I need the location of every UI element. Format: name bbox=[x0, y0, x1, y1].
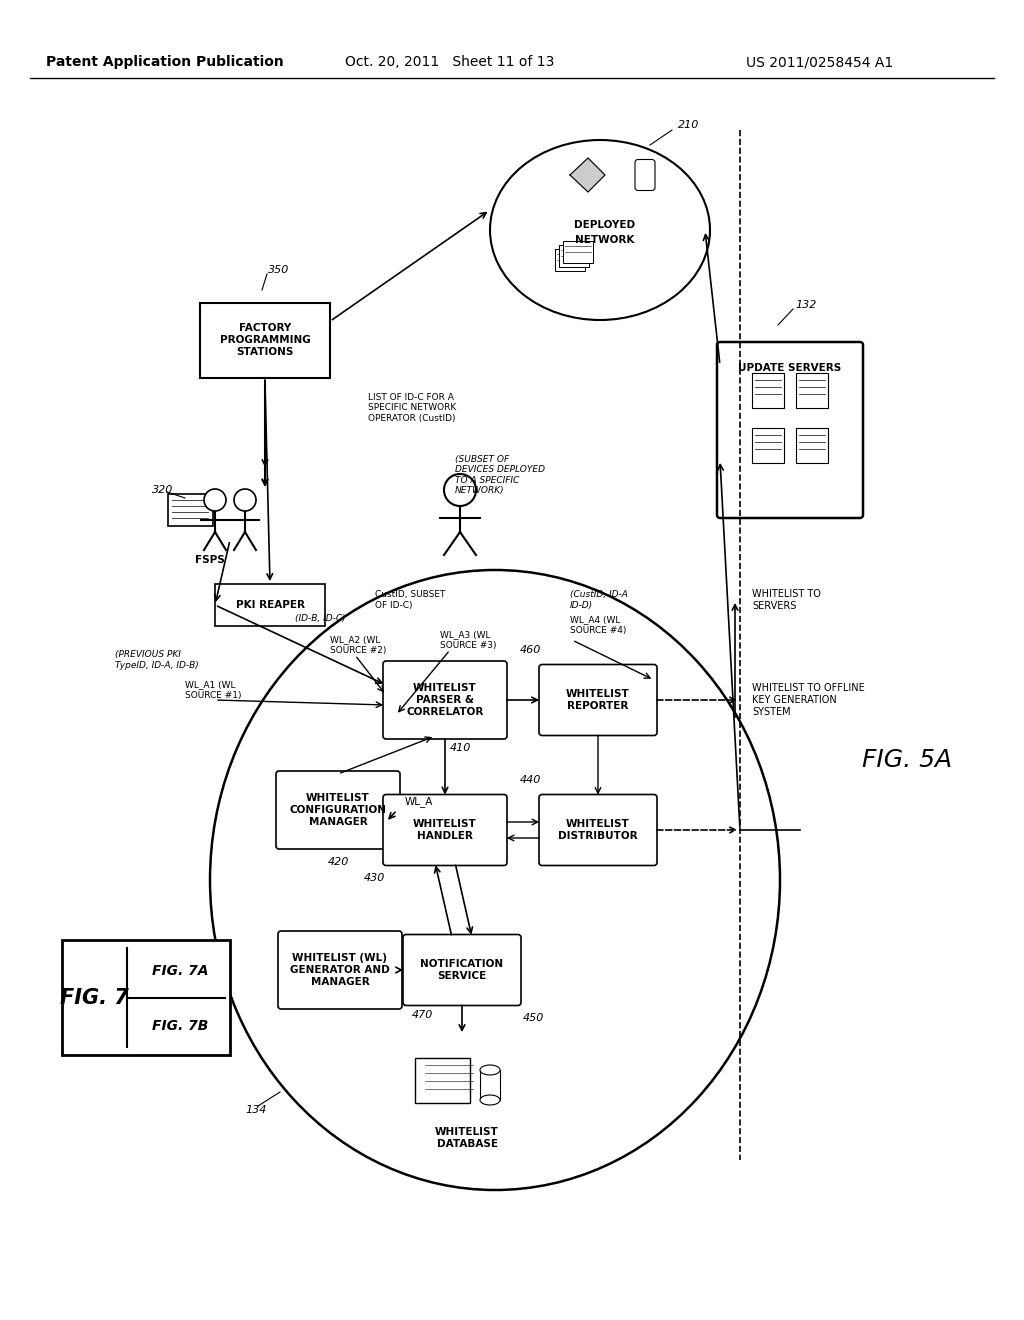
Text: CustID, SUBSET
OF ID-C): CustID, SUBSET OF ID-C) bbox=[375, 590, 445, 610]
Text: 430: 430 bbox=[364, 873, 385, 883]
Text: WHITELIST
CONFIGURATION
MANAGER: WHITELIST CONFIGURATION MANAGER bbox=[290, 793, 386, 826]
Text: WHITELIST
DISTRIBUTOR: WHITELIST DISTRIBUTOR bbox=[558, 820, 638, 841]
Text: WHITELIST
HANDLER: WHITELIST HANDLER bbox=[413, 820, 477, 841]
FancyBboxPatch shape bbox=[415, 1057, 469, 1102]
Text: 134: 134 bbox=[245, 1105, 266, 1115]
Ellipse shape bbox=[210, 570, 780, 1191]
Text: FIG. 7B: FIG. 7B bbox=[152, 1019, 208, 1034]
Text: 410: 410 bbox=[450, 743, 471, 752]
FancyBboxPatch shape bbox=[539, 795, 657, 866]
FancyBboxPatch shape bbox=[403, 935, 521, 1006]
FancyBboxPatch shape bbox=[383, 795, 507, 866]
Text: WL_A2 (WL
SOURCE #2): WL_A2 (WL SOURCE #2) bbox=[330, 635, 386, 655]
Text: WHITELIST
PARSER &
CORRELATOR: WHITELIST PARSER & CORRELATOR bbox=[407, 684, 483, 717]
Text: FIG. 7A: FIG. 7A bbox=[152, 964, 208, 978]
Text: FIG. 5A: FIG. 5A bbox=[862, 748, 952, 772]
Text: 450: 450 bbox=[523, 1012, 545, 1023]
Text: (CustID, ID-A
ID-D): (CustID, ID-A ID-D) bbox=[570, 590, 628, 610]
FancyBboxPatch shape bbox=[752, 372, 784, 408]
FancyBboxPatch shape bbox=[480, 1071, 500, 1100]
Text: (PREVIOUS PKI
TypeID, ID-A, ID-B): (PREVIOUS PKI TypeID, ID-A, ID-B) bbox=[115, 651, 199, 669]
Text: WHITELIST TO
SERVERS: WHITELIST TO SERVERS bbox=[752, 589, 821, 611]
Text: 210: 210 bbox=[678, 120, 699, 129]
Text: 460: 460 bbox=[520, 645, 542, 655]
Text: DEPLOYED: DEPLOYED bbox=[574, 220, 636, 230]
FancyBboxPatch shape bbox=[215, 583, 325, 626]
Text: US 2011/0258454 A1: US 2011/0258454 A1 bbox=[746, 55, 894, 69]
Text: (ID-B, ID-C): (ID-B, ID-C) bbox=[295, 614, 346, 623]
Text: 420: 420 bbox=[328, 857, 349, 867]
FancyBboxPatch shape bbox=[62, 940, 230, 1055]
FancyBboxPatch shape bbox=[168, 494, 213, 525]
FancyBboxPatch shape bbox=[200, 302, 330, 378]
FancyBboxPatch shape bbox=[383, 661, 507, 739]
Circle shape bbox=[444, 474, 476, 506]
Text: LIST OF ID-C FOR A
SPECIFIC NETWORK
OPERATOR (CustID): LIST OF ID-C FOR A SPECIFIC NETWORK OPER… bbox=[368, 393, 457, 422]
Text: WL_A1 (WL
SOURCE #1): WL_A1 (WL SOURCE #1) bbox=[185, 680, 242, 700]
Text: WL_A3 (WL
SOURCE #3): WL_A3 (WL SOURCE #3) bbox=[440, 630, 497, 649]
Text: WL_A: WL_A bbox=[406, 796, 433, 808]
Text: UPDATE SERVERS: UPDATE SERVERS bbox=[738, 363, 842, 374]
Text: 470: 470 bbox=[412, 1010, 433, 1020]
Text: WL_A4 (WL
SOURCE #4): WL_A4 (WL SOURCE #4) bbox=[570, 615, 627, 635]
Text: NOTIFICATION
SERVICE: NOTIFICATION SERVICE bbox=[421, 960, 504, 981]
Text: Patent Application Publication: Patent Application Publication bbox=[46, 55, 284, 69]
FancyBboxPatch shape bbox=[559, 246, 589, 267]
Text: PKI REAPER: PKI REAPER bbox=[236, 601, 304, 610]
Text: FACTORY
PROGRAMMING
STATIONS: FACTORY PROGRAMMING STATIONS bbox=[219, 323, 310, 356]
Text: FSPS: FSPS bbox=[195, 554, 224, 565]
Text: WHITELIST (WL)
GENERATOR AND
MANAGER: WHITELIST (WL) GENERATOR AND MANAGER bbox=[290, 953, 390, 986]
FancyBboxPatch shape bbox=[796, 372, 828, 408]
Circle shape bbox=[204, 488, 226, 511]
Text: WHITELIST
DATABASE: WHITELIST DATABASE bbox=[435, 1127, 499, 1148]
Text: 320: 320 bbox=[152, 484, 173, 495]
Polygon shape bbox=[570, 158, 605, 191]
Text: 132: 132 bbox=[795, 300, 816, 310]
FancyBboxPatch shape bbox=[555, 249, 585, 271]
FancyBboxPatch shape bbox=[278, 931, 402, 1008]
Text: FIG. 7: FIG. 7 bbox=[59, 987, 128, 1007]
Circle shape bbox=[234, 488, 256, 511]
Text: 440: 440 bbox=[520, 775, 542, 785]
Text: (SUBSET OF
DEVICES DEPLOYED
TO A SPECIFIC
NETWORK): (SUBSET OF DEVICES DEPLOYED TO A SPECIFI… bbox=[455, 455, 545, 495]
FancyBboxPatch shape bbox=[717, 342, 863, 517]
FancyBboxPatch shape bbox=[563, 242, 593, 263]
FancyBboxPatch shape bbox=[635, 160, 655, 190]
Text: WHITELIST
REPORTER: WHITELIST REPORTER bbox=[566, 689, 630, 710]
Text: NETWORK: NETWORK bbox=[575, 235, 635, 246]
FancyBboxPatch shape bbox=[539, 664, 657, 735]
Text: 350: 350 bbox=[268, 265, 290, 275]
FancyBboxPatch shape bbox=[752, 428, 784, 462]
FancyBboxPatch shape bbox=[796, 428, 828, 462]
Ellipse shape bbox=[490, 140, 710, 319]
Text: WHITELIST TO OFFLINE
KEY GENERATION
SYSTEM: WHITELIST TO OFFLINE KEY GENERATION SYST… bbox=[752, 684, 864, 717]
Text: Oct. 20, 2011   Sheet 11 of 13: Oct. 20, 2011 Sheet 11 of 13 bbox=[345, 55, 555, 69]
FancyBboxPatch shape bbox=[276, 771, 400, 849]
Ellipse shape bbox=[480, 1096, 500, 1105]
Ellipse shape bbox=[480, 1065, 500, 1074]
